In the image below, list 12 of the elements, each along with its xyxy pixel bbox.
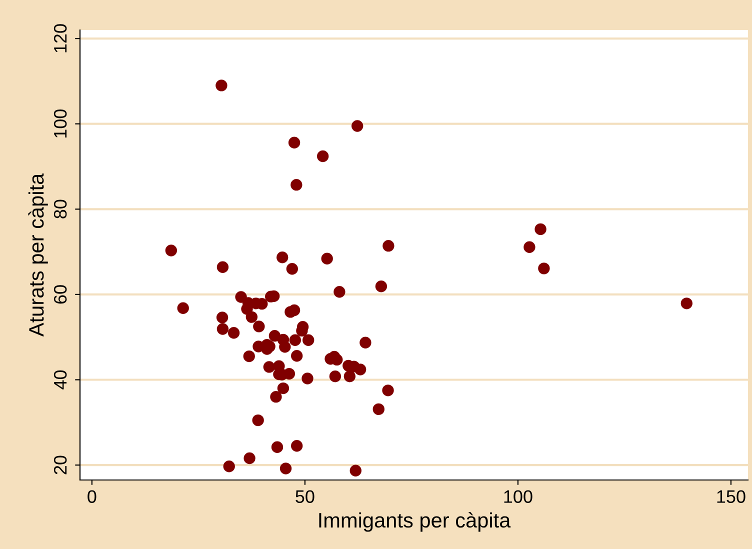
y-tick-label: 80 [54,200,67,218]
x-tick-label: 100 [504,490,532,503]
y-axis-title: Aturats per càpita [28,173,48,337]
y-tick-label: 20 [54,456,67,474]
y-tick-label: 60 [54,285,67,304]
x-tick-label: 50 [296,490,314,503]
x-tick-label: 0 [88,490,96,503]
y-tick-label: 40 [54,370,67,390]
y-tick-label: 120 [54,24,67,52]
y-tick-label: 100 [54,109,67,138]
x-tick-label: 150 [717,490,746,503]
x-axis-title: Immigants per càpita [319,512,511,532]
